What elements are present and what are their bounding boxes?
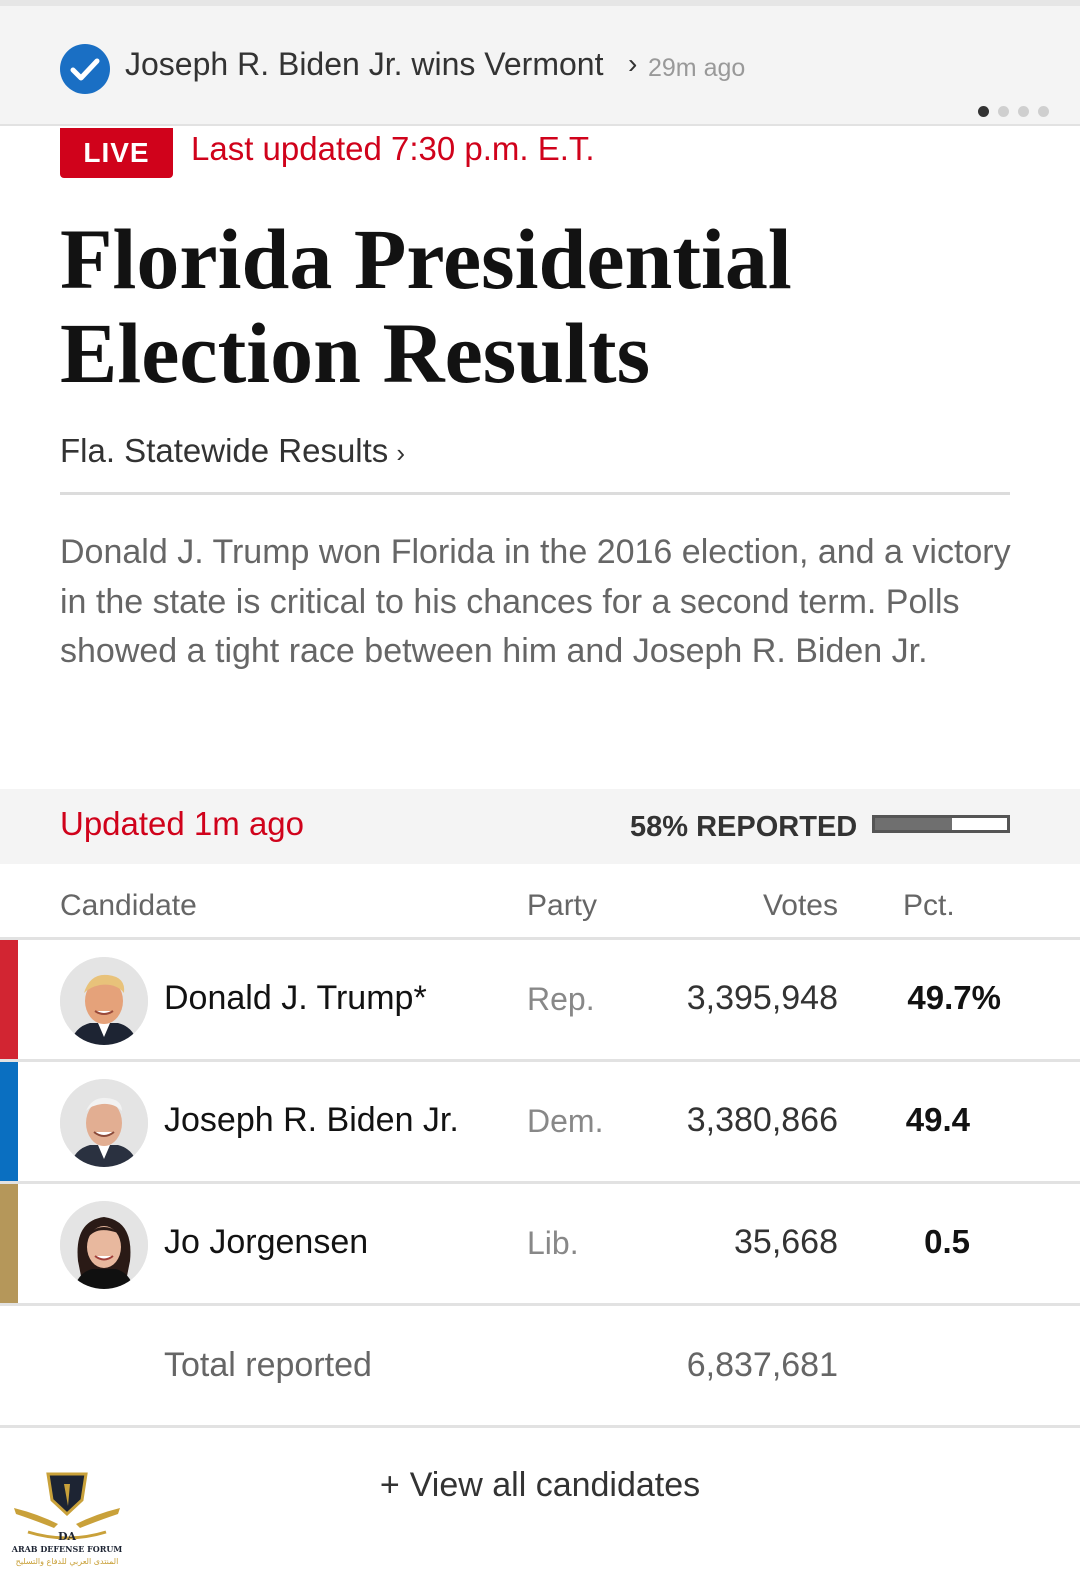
reported-percentage: 58% REPORTED bbox=[630, 811, 858, 843]
arab-defense-forum-watermark-logo: DA ARAB DEFENSE FORUM المنتدى العربي للد… bbox=[11, 1472, 123, 1566]
results-updated-text: Updated 1m ago bbox=[60, 805, 305, 842]
view-all-candidates-button[interactable]: + View all candidates bbox=[0, 1466, 1080, 1505]
candidate-pct: 49.7% bbox=[907, 979, 1001, 1016]
live-badge: LIVE bbox=[60, 128, 173, 178]
statewide-results-link[interactable]: Fla. Statewide Results › bbox=[60, 432, 405, 470]
candidate-pct: 49.4 bbox=[905, 1101, 970, 1138]
avatar bbox=[60, 1079, 148, 1167]
plus-icon: + bbox=[379, 1466, 400, 1504]
svg-text:DA: DA bbox=[58, 1530, 77, 1543]
summary-paragraph: Donald J. Trump won Florida in the 2016 … bbox=[60, 533, 1011, 670]
total-row: Total reported 6,837,681 bbox=[0, 1306, 1080, 1428]
reported-progress-bar bbox=[872, 815, 1010, 833]
divider bbox=[60, 492, 1010, 495]
party-color-bar bbox=[0, 940, 18, 1059]
progress-fill bbox=[875, 818, 952, 830]
party-color-bar bbox=[0, 1062, 18, 1181]
carousel-dot[interactable] bbox=[1038, 106, 1049, 117]
candidate-votes: 3,395,948 bbox=[686, 979, 838, 1017]
total-label: Total reported bbox=[164, 1346, 372, 1384]
results-status-bar: Updated 1m ago 58% REPORTED bbox=[0, 789, 1080, 864]
chevron-right-icon: › bbox=[628, 48, 638, 79]
statewide-results-label: Fla. Statewide Results bbox=[60, 432, 389, 469]
svg-text:ARAB DEFENSE FORUM: ARAB DEFENSE FORUM bbox=[11, 1544, 123, 1554]
candidate-party: Dem. bbox=[527, 1103, 604, 1139]
table-row: Joseph R. Biden Jr. Dem. 3,380,866 49.4 bbox=[0, 1062, 1080, 1184]
column-header-votes: Votes bbox=[762, 889, 838, 922]
alert-timestamp: 29m ago bbox=[648, 54, 746, 82]
table-row: Jo Jorgensen Lib. 35,668 0.5 bbox=[0, 1184, 1080, 1306]
candidate-party: Rep. bbox=[527, 981, 595, 1017]
total-votes: 6,837,681 bbox=[686, 1346, 838, 1384]
candidate-name: Jo Jorgensen bbox=[164, 1223, 369, 1261]
carousel-dots[interactable] bbox=[978, 106, 1049, 117]
column-header-candidate: Candidate bbox=[60, 889, 197, 922]
alert-headline[interactable]: Joseph R. Biden Jr. wins Vermont bbox=[125, 46, 604, 82]
last-updated-text: Last updated 7:30 p.m. E.T. bbox=[191, 130, 595, 167]
carousel-dot[interactable] bbox=[1018, 106, 1029, 117]
candidate-pct: 0.5 bbox=[924, 1223, 970, 1260]
table-row: Donald J. Trump* Rep. 3,395,948 49.7% bbox=[0, 940, 1080, 1062]
party-color-bar bbox=[0, 1184, 18, 1303]
check-circle-icon bbox=[60, 44, 110, 94]
candidate-name: Joseph R. Biden Jr. bbox=[164, 1101, 459, 1139]
carousel-dot[interactable] bbox=[998, 106, 1009, 117]
candidate-votes: 3,380,866 bbox=[686, 1101, 838, 1139]
candidate-party: Lib. bbox=[527, 1225, 579, 1261]
column-header-pct: Pct. bbox=[903, 889, 955, 922]
chevron-right-icon: › bbox=[396, 438, 405, 468]
breaking-alert-banner[interactable]: Joseph R. Biden Jr. wins Vermont › 29m a… bbox=[0, 0, 1080, 126]
page-title: Florida Presidential Election Results bbox=[60, 211, 792, 401]
svg-text:المنتدى العربي للدفاع والتسليح: المنتدى العربي للدفاع والتسليح bbox=[16, 1557, 119, 1566]
avatar bbox=[60, 957, 148, 1045]
candidate-name: Donald J. Trump* bbox=[164, 979, 427, 1017]
column-header-party: Party bbox=[527, 889, 598, 922]
avatar bbox=[60, 1201, 148, 1289]
candidate-votes: 35,668 bbox=[734, 1223, 838, 1261]
results-table-header: Candidate Party Votes Pct. bbox=[0, 864, 1080, 940]
carousel-dot[interactable] bbox=[978, 106, 989, 117]
view-all-label: View all candidates bbox=[409, 1466, 701, 1504]
